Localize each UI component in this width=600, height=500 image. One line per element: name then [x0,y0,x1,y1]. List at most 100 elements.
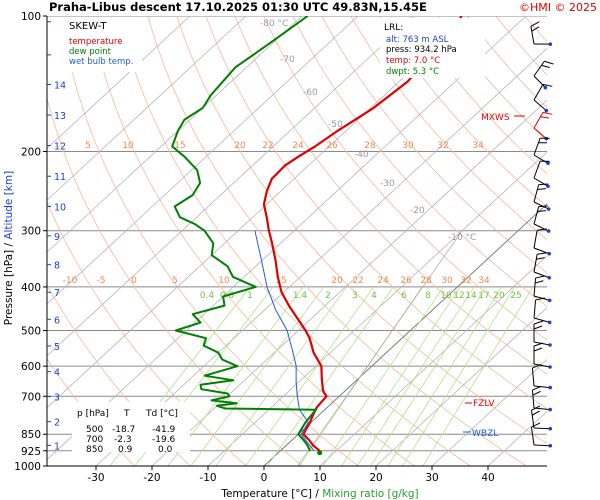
wind-barb-base [533,223,549,232]
mixing-ratio-line [370,286,487,466]
wind-barb-flag [541,64,550,68]
legend-title: SKEW-T [69,21,107,32]
wind-barb-shaft [530,410,535,429]
xlabel-temp: Temperature [°C] [220,488,312,500]
wind-barb-icon [533,60,554,90]
mixing-ratio-line [190,286,325,466]
mixing-ratio-label: 8 [425,291,431,301]
mixing-ratio-label: 14 [465,291,477,301]
isotherm-line [47,16,247,201]
wind-barb-flag [538,142,547,144]
wind-barb-flag [531,422,541,428]
wind-barb-flag [532,363,542,369]
lrl-dwpt: dwpt: 5.3 °C [386,67,439,77]
mixing-ratio-label: 1 [247,291,253,301]
wind-barb-shaft [530,26,535,45]
mixing-ratio-label: 0.4 [200,291,215,301]
wind-barb-flag [537,210,546,212]
dry-adiabat [118,16,471,466]
isotherm-label: -40 [354,150,369,160]
ylabel-altitude: Altitude [km] [3,171,15,240]
dry-adiabat [147,16,527,466]
wind-barb-flag [540,137,550,139]
lrl-title: LRL: [384,23,403,33]
mixing-ratio-label: 22 [352,276,363,286]
isotherm-label: -80 °C [260,19,288,29]
wind-barb-base [533,127,547,139]
wind-barb-flag [532,390,541,396]
mixing-ratio-label: 15 [275,276,286,286]
svg-text:Temperature [°C] / Mixing rati: Temperature [°C] / Mixing ratio [g/kg] [220,488,418,500]
mixing-ratio-label: 10 [218,276,230,286]
dry-adiabat [60,16,359,466]
legend-box: SKEW-T temperature dew point wet bulb te… [52,17,142,72]
lrl-box: LRL: alt: 763 m ASL press: 934.2 hPa tem… [380,18,485,78]
wind-barb-icon [533,228,552,256]
isotherm-label: -50 [328,120,343,130]
wind-barb-flag [537,252,547,255]
wind-barb-flag [531,410,540,416]
wind-barb-shaft [533,112,544,129]
isotherm-label: -30 [380,179,395,189]
temp-tick-label: 20 [369,472,382,484]
mixing-ratio-label: 3 [352,291,358,301]
mixing-ratio-label: 24 [292,141,304,151]
mixing-ratio-line [167,286,304,466]
wind-barb-dot [546,229,551,233]
mixing-ratio-label: 10 [122,141,134,151]
x-axis-title: Temperature [°C] / Mixing ratio [g/kg] [220,488,418,500]
mixing-ratio-label: 26 [400,276,412,286]
wind-barb-flag [532,385,542,391]
altitude-tick-label: 8 [54,261,60,272]
wind-barb-icon [533,183,551,211]
wind-barb-flag [533,320,544,325]
temp-tick-label: -10 [199,472,216,484]
pressure-tick-label: 300 [21,226,41,238]
reference-line [297,230,463,466]
mixing-ratio-label: 6 [401,291,407,301]
wind-barb-base [533,177,549,187]
wind-barb-shaft [530,427,535,446]
temp-tick-label: 40 [481,472,494,484]
dry-adiabat [350,16,547,241]
wind-barb-flag [542,111,553,115]
altitude-tick-label: 12 [54,142,66,153]
grid-labels: -80 °C-70-60-50-40-30-20-10 °C5 10 15 20 22 2… [63,19,522,301]
wind-barb-base [533,363,551,368]
y-axis-title: Pressure [hPa] / Altitude [km] [3,171,15,325]
isotherm-line [47,16,303,253]
chart-title: Praha-Libus descent 17.10.2025 01:30 UTC… [49,0,427,14]
isotherm-line [47,16,359,305]
wind-barb-dot [547,320,552,325]
wbzl-label: WBZL [472,429,498,439]
pressure-tick-label: 400 [21,282,41,294]
mixing-ratio-label: 20 [493,291,505,301]
dry-adiabat [234,16,547,375]
legend-item-dewpoint: dew point [69,47,112,57]
pressure-tick-label: 700 [21,391,41,403]
dry-adiabat [47,96,303,466]
dry-adiabat [47,200,247,466]
altitude-tick-label: 7 [54,288,60,299]
wind-barb-flag [538,205,549,208]
dry-adiabat [89,16,415,466]
mixing-ratio-label: -10 [63,276,78,286]
isotherm-line [47,16,527,461]
mixing-ratio-label: 20 [234,141,246,151]
table-cell: 0.0 [158,445,173,455]
wind-barb-icon [533,83,553,113]
altitude-tick-label: 4 [54,368,60,379]
wind-barb-flag [530,21,540,27]
wind-barb-flag [531,405,541,411]
wind-barb-flag [533,342,544,347]
altitude-tick-label: 6 [54,315,60,326]
wind-barb-flag [535,275,545,279]
altitude-tick-label: 5 [54,342,60,353]
wind-barb-dot [548,426,553,431]
temp-tick-label: 30 [425,472,438,484]
mixing-ratio-label: 24 [377,276,389,286]
wind-barb-dot [546,207,551,211]
isotherm-line [319,255,547,466]
wind-barb-shaft [533,60,545,77]
mixing-ratio-label: 30 [402,141,414,151]
